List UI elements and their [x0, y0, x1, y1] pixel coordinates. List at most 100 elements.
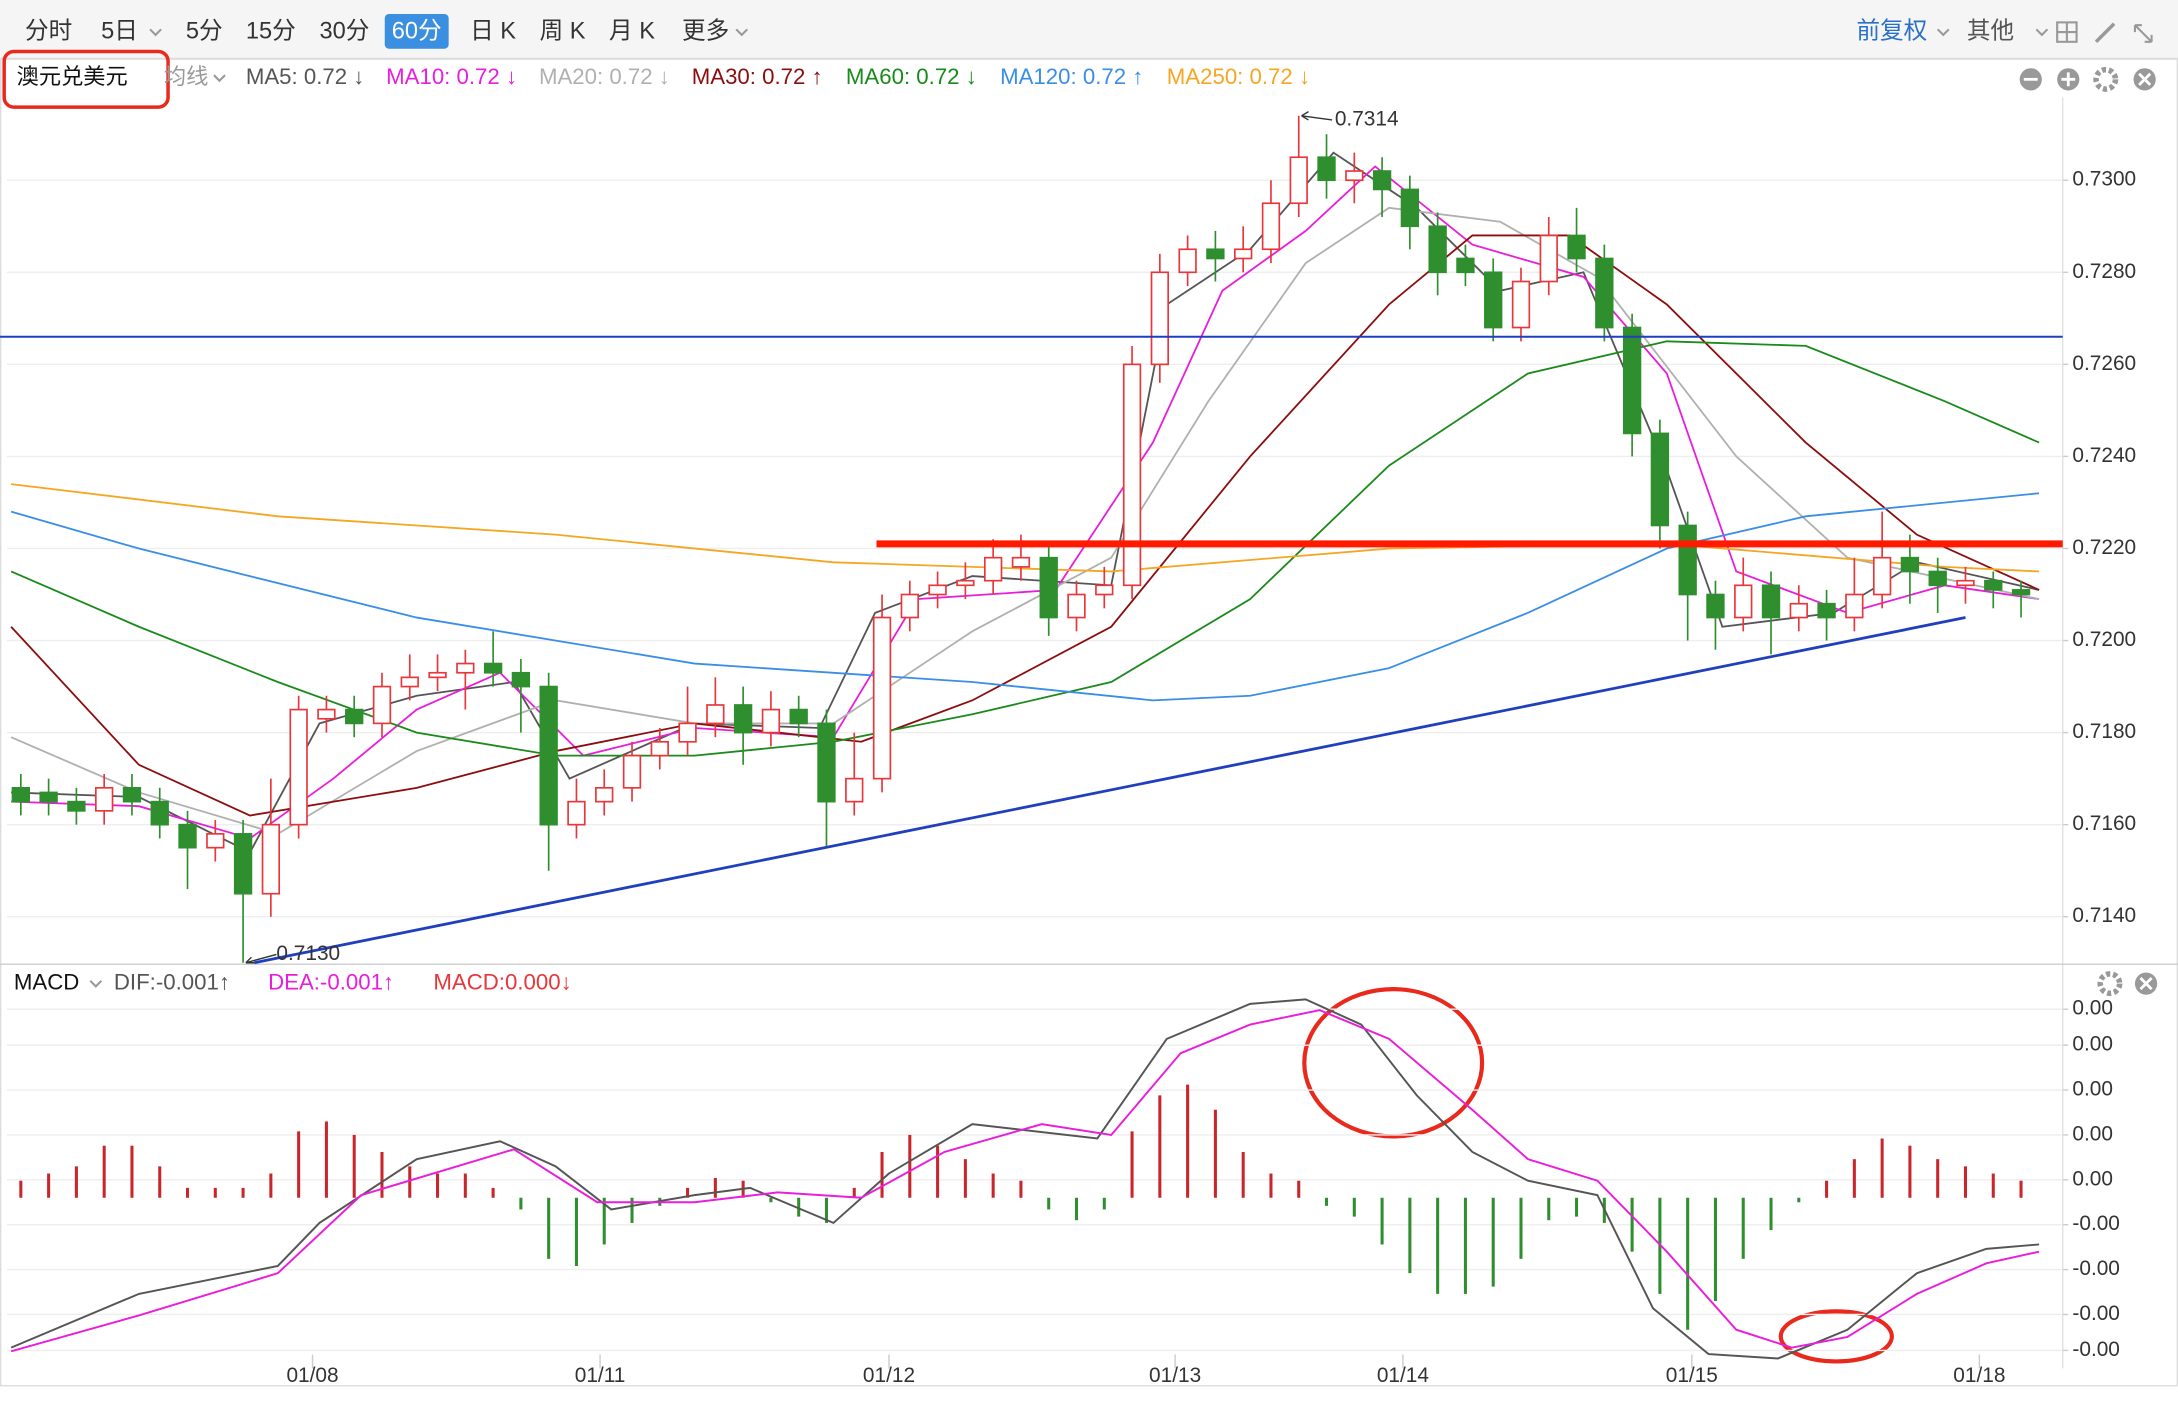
y-tick-label: -0.00 — [2072, 1302, 2119, 1325]
candle-body — [1372, 170, 1392, 191]
candle-body — [1095, 584, 1114, 596]
candle-body — [400, 676, 419, 688]
candle-body — [1817, 602, 1836, 619]
highlight-circle — [1302, 987, 1485, 1139]
x-tick-label: 01/18 — [1953, 1364, 2005, 1387]
candle-body — [1261, 202, 1281, 251]
y-tick-label: -0.00 — [2072, 1212, 2119, 1235]
candle-body — [372, 685, 392, 725]
expand-icon[interactable] — [2133, 24, 2153, 43]
candle-body — [1956, 579, 1975, 587]
tab[interactable]: 5分 — [186, 17, 223, 44]
candle-body — [1622, 326, 1642, 435]
y-tick-label: -0.00 — [2072, 1257, 2119, 1280]
candle-body — [928, 584, 947, 596]
candle-body — [1539, 234, 1558, 283]
candle-body — [122, 787, 142, 803]
macd-line — [10, 998, 2040, 1360]
ma-line — [10, 234, 2040, 817]
settings-icon[interactable] — [2093, 66, 2119, 92]
high-label: 0.7314 — [1335, 107, 1399, 130]
candle-body — [1345, 170, 1364, 182]
legend-entry: MA5: 0.72 ↓ — [246, 64, 365, 89]
legend-entry: MA60: 0.72 ↓ — [846, 64, 977, 89]
tab[interactable]: 分时 — [25, 17, 72, 44]
candle-body — [1456, 257, 1475, 274]
dropdown-caret — [89, 980, 103, 988]
y-tick-label: 0.7200 — [2072, 628, 2136, 651]
candle-body — [289, 708, 308, 826]
dropdown-caret — [213, 74, 226, 83]
draw-icon[interactable] — [2094, 22, 2116, 44]
candle-body — [1511, 280, 1531, 329]
legend-entry: MA30: 0.72 ↑ — [692, 64, 823, 89]
tab[interactable]: 月 K — [609, 18, 655, 44]
ma-line — [11, 483, 2040, 573]
y-tick-label: -0.00 — [2072, 1338, 2119, 1361]
candle-body — [1845, 593, 1864, 619]
legend-entry: DIF:-0.001↑ — [114, 969, 230, 994]
tab[interactable]: 5日 — [101, 18, 138, 44]
toolbar-option[interactable]: 其他 — [1967, 17, 2014, 44]
tab[interactable]: 更多 — [682, 17, 729, 44]
candle-body — [2011, 589, 2031, 596]
y-tick-label: 0.7260 — [2072, 352, 2136, 375]
toolbar-option[interactable]: 前复权 — [1856, 17, 1927, 44]
tab[interactable]: 30分 — [320, 17, 370, 44]
candle-body — [1289, 156, 1308, 205]
candle-body — [1650, 432, 1670, 527]
title-highlight — [2, 49, 170, 109]
tab[interactable]: 60分 — [392, 17, 442, 44]
legend-entry: DEA:-0.001↑ — [268, 969, 394, 994]
y-tick-label: 0.7300 — [2072, 168, 2136, 191]
candle-body — [1567, 234, 1586, 260]
tab[interactable]: 日 K — [470, 18, 516, 44]
candle-body — [1678, 524, 1697, 596]
chart-frame — [0, 58, 2178, 1387]
candle-body — [428, 671, 447, 679]
candle-body — [761, 708, 781, 734]
y-tick-label: 0.00 — [2072, 1167, 2113, 1190]
y-tick-label: 0.7180 — [2072, 720, 2136, 743]
candle-body — [1178, 248, 1197, 274]
candle-body — [1206, 248, 1225, 260]
legend-entry: MACD:0.000↓ — [433, 969, 571, 994]
candle-body — [650, 740, 669, 757]
candle-body — [678, 722, 697, 743]
candle-body — [1595, 257, 1614, 329]
candle-body — [567, 800, 586, 826]
candle-body — [67, 800, 86, 812]
y-tick-label: 0.7160 — [2072, 812, 2136, 835]
candle-body — [1872, 556, 1892, 596]
settings-icon[interactable] — [2097, 971, 2123, 997]
candle-body — [1706, 593, 1725, 619]
tab[interactable]: 周 K — [540, 18, 586, 44]
candle-body — [39, 791, 58, 803]
candle-body — [956, 579, 975, 587]
candle-body — [1400, 188, 1420, 228]
ma-line — [10, 340, 2040, 757]
dropdown-caret — [2035, 28, 2049, 37]
candle-body — [483, 662, 503, 674]
candle-body — [1900, 556, 1920, 573]
candle-body — [1984, 579, 2003, 591]
panel-title: MACD — [14, 969, 79, 994]
candle-body — [622, 754, 642, 789]
candle-body — [845, 777, 864, 803]
tab[interactable]: 15分 — [246, 17, 296, 44]
x-tick-label: 01/14 — [1377, 1364, 1429, 1387]
candle-body — [1150, 271, 1170, 366]
indicator-label[interactable]: 均线 — [164, 64, 208, 89]
candle-body — [1067, 593, 1086, 619]
y-tick-label: 0.7240 — [2072, 444, 2136, 467]
candle-body — [817, 722, 836, 803]
candle-body — [150, 800, 169, 826]
annotation-arrow — [1301, 111, 1333, 121]
panel-icons — [2019, 66, 2158, 997]
candle-body — [261, 823, 281, 895]
y-tick-label: 0.7280 — [2072, 260, 2136, 283]
icon-glyph — [2139, 977, 2153, 991]
candle-body — [1011, 556, 1031, 568]
